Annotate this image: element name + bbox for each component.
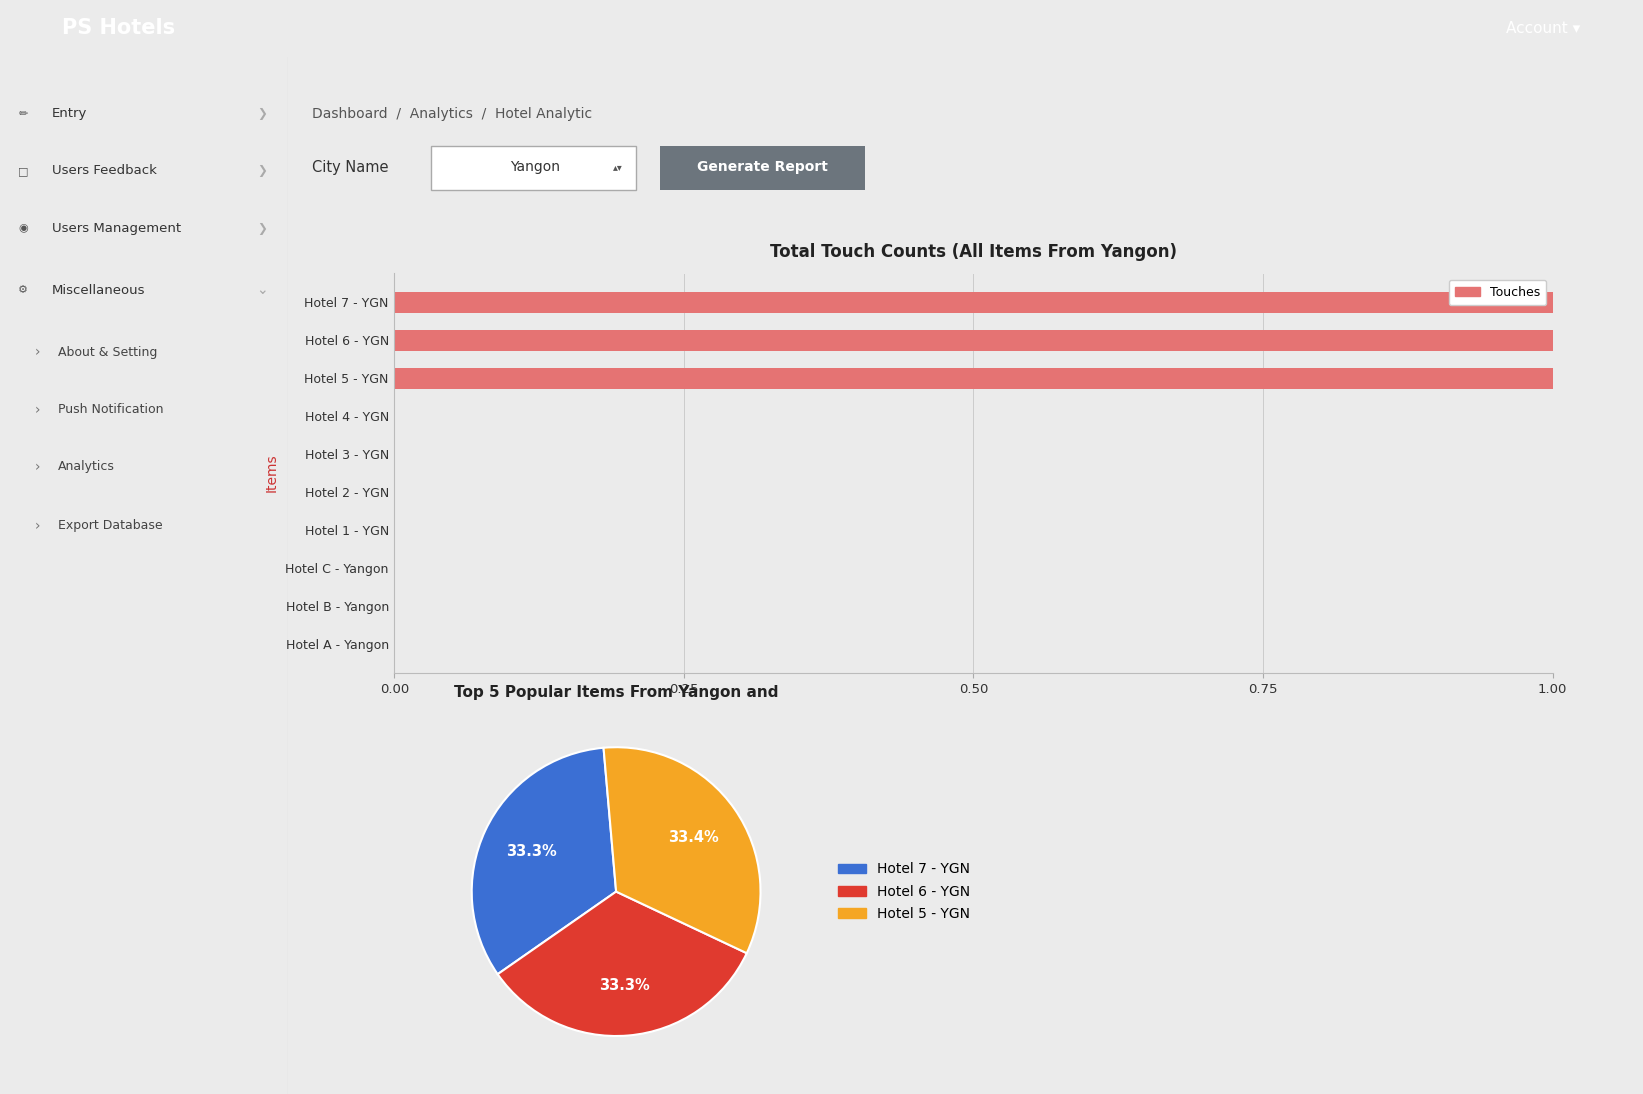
Bar <box>394 368 1553 388</box>
Legend: Hotel 7 - YGN, Hotel 6 - YGN, Hotel 5 - YGN: Hotel 7 - YGN, Hotel 6 - YGN, Hotel 5 - … <box>833 857 976 927</box>
Wedge shape <box>472 748 616 974</box>
Text: Generate Report: Generate Report <box>697 160 828 174</box>
FancyBboxPatch shape <box>660 147 864 189</box>
Text: Analytics: Analytics <box>58 461 115 473</box>
Text: ❯: ❯ <box>256 164 266 177</box>
Text: ›: › <box>35 403 39 417</box>
Text: 33.3%: 33.3% <box>506 845 557 860</box>
Bar <box>394 292 1553 313</box>
Text: ⚙: ⚙ <box>18 286 28 295</box>
Text: Miscellaneous: Miscellaneous <box>51 283 145 296</box>
Text: Account ▾: Account ▾ <box>1507 21 1581 36</box>
Title: Top 5 Popular Items From Yangon and: Top 5 Popular Items From Yangon and <box>453 685 779 700</box>
Text: □: □ <box>18 166 28 176</box>
Text: ◉: ◉ <box>18 223 28 233</box>
Y-axis label: Items: Items <box>265 454 278 492</box>
Text: ✏: ✏ <box>18 109 28 119</box>
Text: Yangon: Yangon <box>511 160 560 174</box>
Text: Push Notification: Push Notification <box>58 403 163 416</box>
Text: Entry: Entry <box>51 107 87 120</box>
Text: 33.4%: 33.4% <box>667 830 718 846</box>
Text: ⌄: ⌄ <box>256 283 268 298</box>
FancyBboxPatch shape <box>430 147 636 189</box>
Wedge shape <box>603 747 761 953</box>
Text: Users Feedback: Users Feedback <box>51 164 156 177</box>
Text: ▴▾: ▴▾ <box>613 162 623 172</box>
Title: Total Touch Counts (All Items From Yangon): Total Touch Counts (All Items From Yango… <box>771 243 1176 260</box>
Text: PS Hotels: PS Hotels <box>62 19 176 38</box>
Text: Users Management: Users Management <box>51 221 181 234</box>
Bar <box>394 329 1553 350</box>
Wedge shape <box>498 892 748 1036</box>
Text: About & Setting: About & Setting <box>58 346 156 359</box>
Legend: Touches: Touches <box>1449 280 1546 305</box>
Text: ❯: ❯ <box>256 107 266 120</box>
Text: Export Database: Export Database <box>58 520 163 532</box>
Text: ›: › <box>35 459 39 474</box>
Text: ›: › <box>35 519 39 533</box>
Text: 33.3%: 33.3% <box>598 978 649 992</box>
Text: Dashboard  /  Analytics  /  Hotel Analytic: Dashboard / Analytics / Hotel Analytic <box>312 107 591 120</box>
Text: City Name: City Name <box>312 161 389 175</box>
Text: ❯: ❯ <box>256 221 266 234</box>
Text: ›: › <box>35 346 39 360</box>
